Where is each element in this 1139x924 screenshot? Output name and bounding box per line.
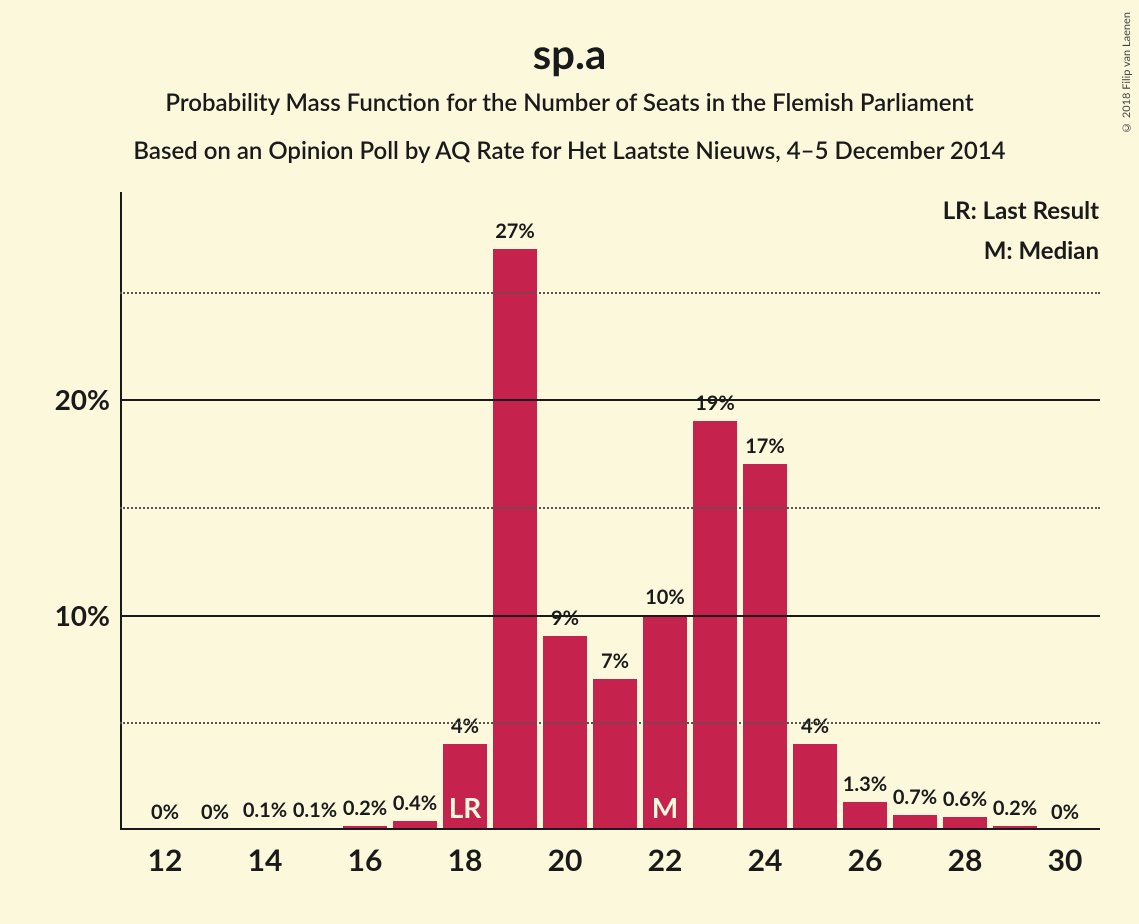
bar [843, 802, 887, 830]
bar-value-label: 4% [801, 714, 829, 738]
bar-value-label: 19% [695, 391, 735, 415]
bar-inner-label: LR [449, 790, 482, 824]
copyright-text: © 2018 Filip van Laenen [1120, 12, 1133, 134]
chart-title: sp.a [0, 28, 1139, 78]
bar-value-label: 0% [1051, 800, 1079, 824]
x-tick-label: 16 [348, 842, 383, 878]
bar-value-label: 7% [601, 649, 629, 673]
gridline-minor [120, 507, 1100, 509]
y-axis [120, 192, 122, 830]
x-tick-label: 18 [448, 842, 483, 878]
y-tick-label: 20% [55, 382, 110, 416]
chart-area: 0%0%0.1%0.1%0.2%0.4%LR4%27%9%7%M10%19%17… [120, 210, 1100, 830]
bar [743, 464, 787, 830]
x-tick-label: 28 [948, 842, 983, 878]
chart-subtitle-1: Probability Mass Function for the Number… [0, 88, 1139, 117]
bar [493, 249, 537, 830]
bar-value-label: 27% [495, 219, 535, 243]
bar-value-label: 9% [551, 606, 579, 630]
x-tick-label: 22 [648, 842, 683, 878]
bar-value-label: 0.1% [243, 798, 287, 822]
x-tick-label: 12 [148, 842, 183, 878]
x-tick-label: 14 [248, 842, 283, 878]
gridline-minor [120, 722, 1100, 724]
bar-value-label: 0.6% [943, 787, 987, 811]
y-tick-label: 10% [55, 598, 110, 632]
x-axis [120, 828, 1100, 830]
bar-value-label: 17% [745, 434, 785, 458]
x-tick-label: 24 [748, 842, 783, 878]
bar-value-label: 0.1% [293, 798, 337, 822]
bar [693, 421, 737, 830]
bar-value-label: 1.3% [843, 772, 887, 796]
bar: LR [443, 744, 487, 830]
chart-subtitle-2: Based on an Opinion Poll by AQ Rate for … [0, 136, 1139, 165]
bar [793, 744, 837, 830]
bar-value-label: 10% [645, 585, 685, 609]
x-tick-label: 30 [1048, 842, 1083, 878]
bars-container: 0%0%0.1%0.1%0.2%0.4%LR4%27%9%7%M10%19%17… [120, 210, 1100, 830]
bar [543, 636, 587, 830]
bar-value-label: 4% [451, 714, 479, 738]
x-tick-label: 20 [548, 842, 583, 878]
bar-value-label: 0.2% [993, 796, 1037, 820]
bar [593, 679, 637, 830]
bar-value-label: 0.7% [893, 785, 937, 809]
gridline-minor [120, 292, 1100, 294]
bar-value-label: 0.4% [393, 791, 437, 815]
gridline-major [120, 615, 1100, 617]
bar-value-label: 0% [151, 800, 179, 824]
x-tick-label: 26 [848, 842, 883, 878]
bar-inner-label: M [652, 790, 678, 824]
bar-value-label: 0% [201, 800, 229, 824]
gridline-major [120, 399, 1100, 401]
bar-value-label: 0.2% [343, 796, 387, 820]
